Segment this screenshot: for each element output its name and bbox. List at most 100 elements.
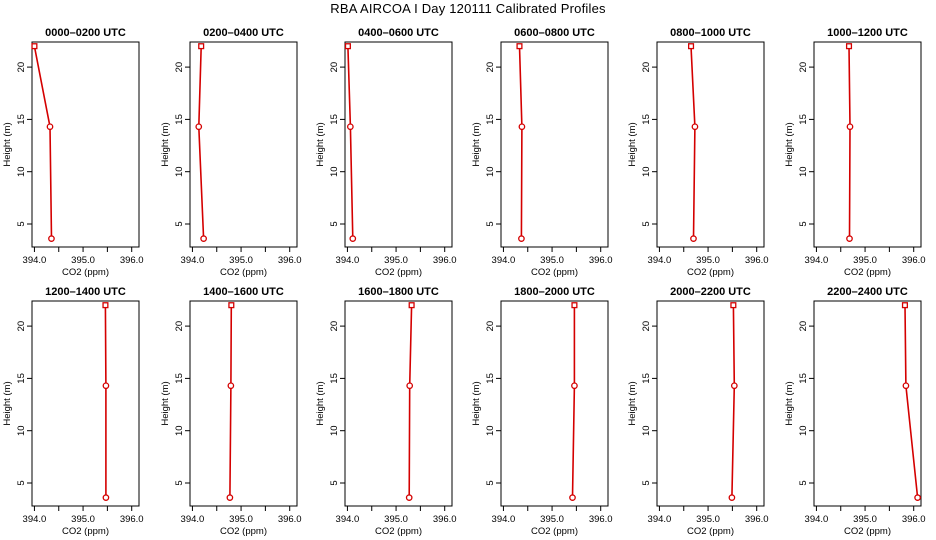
y-axis-label: Height (m) <box>471 381 482 425</box>
data-point-circle <box>518 123 526 131</box>
plot-frame <box>344 41 453 248</box>
panel-title: 0200–0400 UTC <box>203 27 284 39</box>
x-axis-label: CO2 (ppm) <box>220 267 267 278</box>
y-tick-label: 10 <box>641 166 652 177</box>
chart-panel-6: 1000–1200 UTC 394.0 395.0 396.0 CO2 (ppm) 5 10… <box>784 27 926 278</box>
profile-line <box>197 46 205 239</box>
data-point-circle <box>902 382 910 390</box>
x-axis-label: CO2 (ppm) <box>687 267 734 278</box>
y-tick-label: 20 <box>485 321 496 332</box>
x-tick-label: 395.0 <box>540 514 564 525</box>
data-point-circle <box>405 494 413 501</box>
profile-line <box>518 46 523 239</box>
plot-frame <box>500 41 609 248</box>
chart-panel-12: 2200–2400 UTC 394.0 395.0 396.0 CO2 (ppm) 5 10… <box>784 286 926 537</box>
x-tick-label: 394.0 <box>23 514 47 525</box>
panel-title: 0400–0600 UTC <box>358 27 439 39</box>
panel-title: 1600–1800 UTC <box>358 286 439 298</box>
x-tick-label: 396.0 <box>278 514 302 525</box>
y-tick-label: 5 <box>798 480 809 485</box>
profile-line <box>571 305 576 498</box>
plot-frame <box>31 41 140 248</box>
x-axis-label: CO2 (ppm) <box>844 526 891 537</box>
panel-title: 2000–2200 UTC <box>670 286 751 298</box>
chart-panel-5: 0800–1000 UTC 394.0 395.0 396.0 CO2 (ppm) 5 10… <box>627 27 769 278</box>
x-tick-label: 396.0 <box>745 255 769 266</box>
y-tick-label: 5 <box>485 480 496 485</box>
data-point-circle <box>569 494 576 501</box>
plot-frame <box>344 300 453 507</box>
x-tick-label: 396.0 <box>278 255 302 266</box>
y-tick-label: 10 <box>329 166 340 177</box>
x-tick-label: 396.0 <box>902 255 926 266</box>
profile-line <box>229 305 233 498</box>
chart-panel-4: 0600–0800 UTC 394.0 395.0 396.0 CO2 (ppm) 5 10… <box>471 27 613 278</box>
data-point-square <box>31 43 38 50</box>
panel-title: 1800–2000 UTC <box>514 286 595 298</box>
y-tick-label: 5 <box>641 480 652 485</box>
y-tick-label: 15 <box>641 373 652 384</box>
panel-title: 1400–1600 UTC <box>203 286 284 298</box>
x-tick-label: 396.0 <box>589 514 613 525</box>
y-tick-label: 20 <box>329 62 340 73</box>
plot-frame <box>189 300 298 507</box>
y-tick-label: 10 <box>798 166 809 177</box>
x-axis-label: CO2 (ppm) <box>375 526 422 537</box>
data-point-square <box>845 43 853 50</box>
y-tick-label: 5 <box>329 221 340 226</box>
data-point-circle <box>102 382 110 390</box>
y-tick-label: 15 <box>16 373 27 384</box>
y-tick-label: 10 <box>485 425 496 436</box>
x-axis-label: CO2 (ppm) <box>220 526 267 537</box>
y-tick-label: 20 <box>798 321 809 332</box>
x-tick-label: 396.0 <box>433 514 457 525</box>
data-point-circle <box>195 123 203 131</box>
y-tick-label: 5 <box>174 221 185 226</box>
y-axis-label: Height (m) <box>2 122 13 166</box>
y-axis-label: Height (m) <box>627 381 638 425</box>
figure-title: RBA AIRCOA I Day 120111 Calibrated Profi… <box>330 1 606 16</box>
data-point-circle <box>728 494 736 501</box>
x-axis-label: CO2 (ppm) <box>844 267 891 278</box>
x-tick-label: 396.0 <box>902 514 926 525</box>
y-axis-label: Height (m) <box>160 122 171 166</box>
y-axis-label: Height (m) <box>2 381 13 425</box>
x-tick-label: 394.0 <box>492 514 516 525</box>
plot-frame <box>813 41 922 248</box>
chart-panel-10: 1800–2000 UTC 394.0 395.0 396.0 CO2 (ppm) 5 10… <box>471 286 613 537</box>
y-axis-label: Height (m) <box>784 122 795 166</box>
x-tick-label: 394.0 <box>805 514 829 525</box>
x-axis-label: CO2 (ppm) <box>375 267 422 278</box>
data-point-circle <box>691 123 699 131</box>
x-tick-label: 395.0 <box>696 514 720 525</box>
panel-title: 1000–1200 UTC <box>827 27 908 39</box>
data-point-circle <box>406 382 414 390</box>
y-tick-label: 10 <box>16 425 27 436</box>
y-tick-label: 10 <box>174 166 185 177</box>
y-tick-label: 5 <box>16 221 27 226</box>
y-tick-label: 20 <box>329 321 340 332</box>
y-tick-label: 5 <box>16 480 27 485</box>
x-tick-label: 394.0 <box>648 514 672 525</box>
y-tick-label: 20 <box>174 321 185 332</box>
data-point-square <box>408 302 415 309</box>
y-tick-label: 10 <box>329 425 340 436</box>
y-tick-label: 15 <box>798 114 809 125</box>
y-tick-label: 5 <box>174 480 185 485</box>
y-tick-label: 20 <box>485 62 496 73</box>
data-point-circle <box>914 494 921 501</box>
x-tick-label: 395.0 <box>853 255 877 266</box>
data-point-square <box>102 302 109 309</box>
data-point-circle <box>690 235 697 242</box>
y-tick-label: 20 <box>641 62 652 73</box>
x-tick-label: 396.0 <box>589 255 613 266</box>
data-point-circle <box>346 123 354 131</box>
y-tick-label: 20 <box>16 321 27 332</box>
x-tick-label: 394.0 <box>492 255 516 266</box>
profile-line <box>848 46 851 239</box>
x-tick-label: 395.0 <box>71 514 95 525</box>
y-tick-label: 5 <box>329 480 340 485</box>
y-tick-label: 15 <box>16 114 27 125</box>
y-tick-label: 15 <box>174 373 185 384</box>
x-axis-label: CO2 (ppm) <box>531 267 578 278</box>
